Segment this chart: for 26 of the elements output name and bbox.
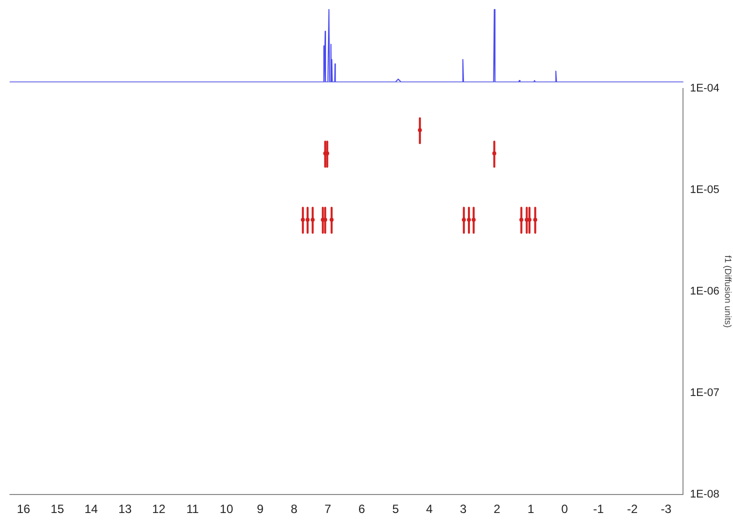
- x-tick-label: 13: [118, 502, 132, 516]
- x-tick-label: 1: [527, 502, 534, 516]
- y-tick-label: 1E-06: [690, 286, 720, 298]
- y-axis-title: f1 (Diffusion units): [723, 255, 733, 328]
- x-tick-label: 7: [324, 502, 332, 516]
- x-tick-label: 0: [561, 502, 568, 516]
- y-tick-label: 1E-05: [690, 184, 720, 196]
- x-tick-label: 9: [256, 502, 264, 516]
- y-tick-label: 1E-07: [690, 387, 720, 400]
- x-tick-label: 15: [50, 502, 64, 516]
- x-tick-label: 11: [186, 502, 200, 516]
- x-tick-label: -3: [660, 502, 672, 516]
- x-tick-label: 2: [494, 502, 501, 516]
- x-tick-label: 5: [392, 502, 400, 516]
- x-tick-label: -2: [626, 502, 638, 516]
- x-tick-label: 14: [84, 502, 98, 516]
- x-tick-label: 3: [460, 502, 467, 516]
- y-tick-label: 1E-08: [690, 488, 720, 501]
- x-tick-label: -1: [593, 502, 604, 516]
- x-tick-label: 6: [358, 502, 366, 516]
- x-tick-label: 4: [426, 502, 434, 516]
- x-tick-label: 16: [16, 502, 31, 516]
- x-tick-label: 10: [220, 502, 234, 516]
- y-tick-label: 1E-04: [690, 82, 720, 95]
- x-tick-label: 12: [152, 502, 166, 516]
- x-tick-label: 8: [290, 502, 298, 516]
